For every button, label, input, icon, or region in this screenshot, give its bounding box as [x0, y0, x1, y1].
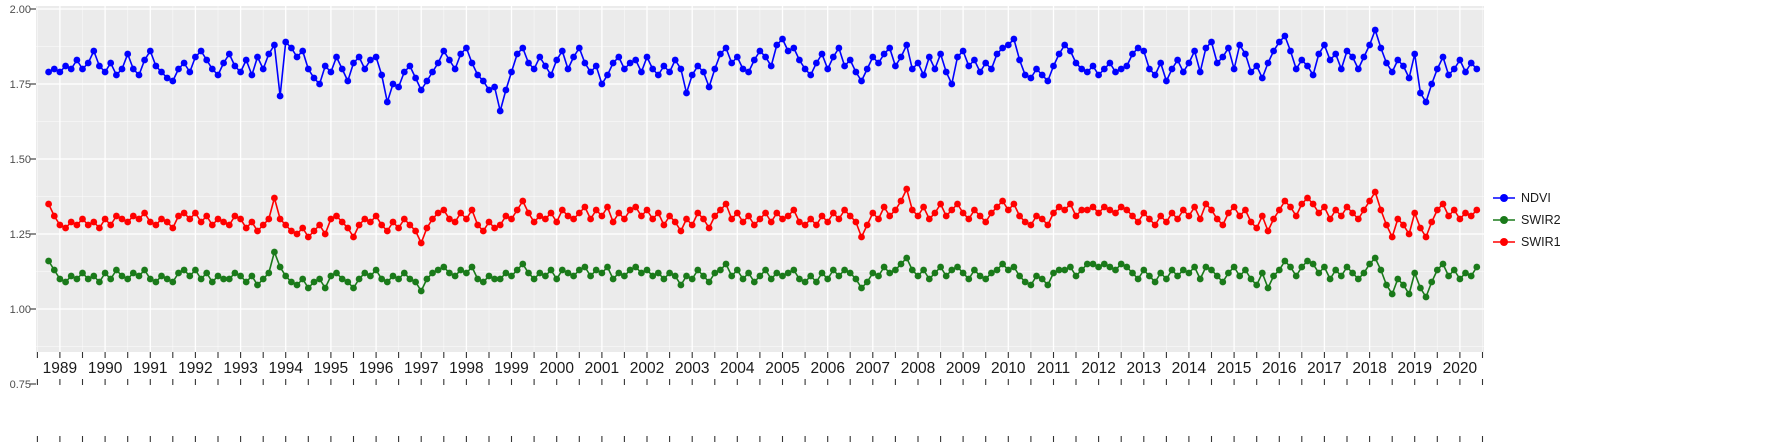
svg-text:2016: 2016 [1262, 360, 1296, 377]
svg-text:2013: 2013 [1127, 360, 1161, 377]
svg-text:2007: 2007 [856, 360, 890, 377]
series-swir1 [45, 185, 1481, 247]
legend: NDVI SWIR2 SWIR1 [1492, 189, 1561, 250]
swir1-legend-key-icon [1493, 237, 1515, 246]
axis-ticks [30, 8, 1484, 442]
svg-text:2020: 2020 [1443, 360, 1478, 377]
svg-text:1998: 1998 [449, 360, 483, 377]
svg-text:2014: 2014 [1172, 360, 1207, 377]
svg-text:2018: 2018 [1352, 360, 1386, 377]
legend-item-swir2: SWIR2 [1492, 211, 1561, 228]
svg-text:2009: 2009 [946, 360, 980, 377]
ndvi-legend-key-icon [1493, 193, 1515, 202]
svg-text:1992: 1992 [178, 360, 212, 377]
svg-text:2005: 2005 [765, 360, 799, 377]
svg-text:2004: 2004 [720, 360, 755, 377]
ndvi-key-dot [1500, 193, 1508, 202]
svg-text:2003: 2003 [675, 360, 709, 377]
legend-item-ndvi: NDVI [1492, 189, 1561, 206]
svg-text:1997: 1997 [404, 360, 438, 377]
series-swir2 [45, 248, 1481, 301]
svg-text:2002: 2002 [630, 360, 664, 377]
svg-text:2010: 2010 [991, 360, 1026, 377]
svg-text:2017: 2017 [1307, 360, 1341, 377]
svg-text:2015: 2015 [1217, 360, 1251, 377]
swir2-legend-key-icon [1493, 215, 1515, 224]
svg-text:1.00: 1.00 [10, 304, 31, 316]
swir2-key-dot [1500, 215, 1508, 224]
svg-text:2008: 2008 [901, 360, 935, 377]
series-ndvi [45, 26, 1481, 115]
svg-text:2.00: 2.00 [10, 4, 31, 16]
legend-label-swir1: SWIR1 [1521, 234, 1561, 249]
svg-text:1999: 1999 [494, 360, 528, 377]
svg-text:0.75: 0.75 [10, 379, 31, 391]
svg-text:2000: 2000 [539, 360, 574, 377]
svg-text:1994: 1994 [268, 360, 303, 377]
y-axis-labels: 2.00 1.75 1.50 1.25 1.00 0.75 [10, 4, 31, 391]
svg-text:1.75: 1.75 [10, 79, 31, 91]
svg-text:2006: 2006 [810, 360, 844, 377]
swir1-key-dot [1500, 237, 1508, 246]
svg-text:1991: 1991 [133, 360, 167, 377]
svg-text:2012: 2012 [1081, 360, 1115, 377]
x-axis-labels: 1989 1990 1991 1992 1993 1994 1995 1996 1997 1998… [43, 360, 1478, 377]
svg-text:1989: 1989 [43, 360, 77, 377]
legend-label-swir2: SWIR2 [1521, 212, 1561, 227]
legend-label-ndvi: NDVI [1521, 190, 1551, 205]
svg-text:1.50: 1.50 [10, 154, 31, 166]
svg-text:1996: 1996 [359, 360, 393, 377]
svg-text:1.25: 1.25 [10, 229, 31, 241]
svg-text:1990: 1990 [88, 360, 123, 377]
svg-text:2001: 2001 [585, 360, 619, 377]
legend-item-swir1: SWIR1 [1492, 233, 1561, 250]
svg-text:1995: 1995 [314, 360, 348, 377]
svg-text:2011: 2011 [1037, 360, 1070, 377]
svg-text:2019: 2019 [1397, 360, 1431, 377]
svg-text:1993: 1993 [223, 360, 257, 377]
